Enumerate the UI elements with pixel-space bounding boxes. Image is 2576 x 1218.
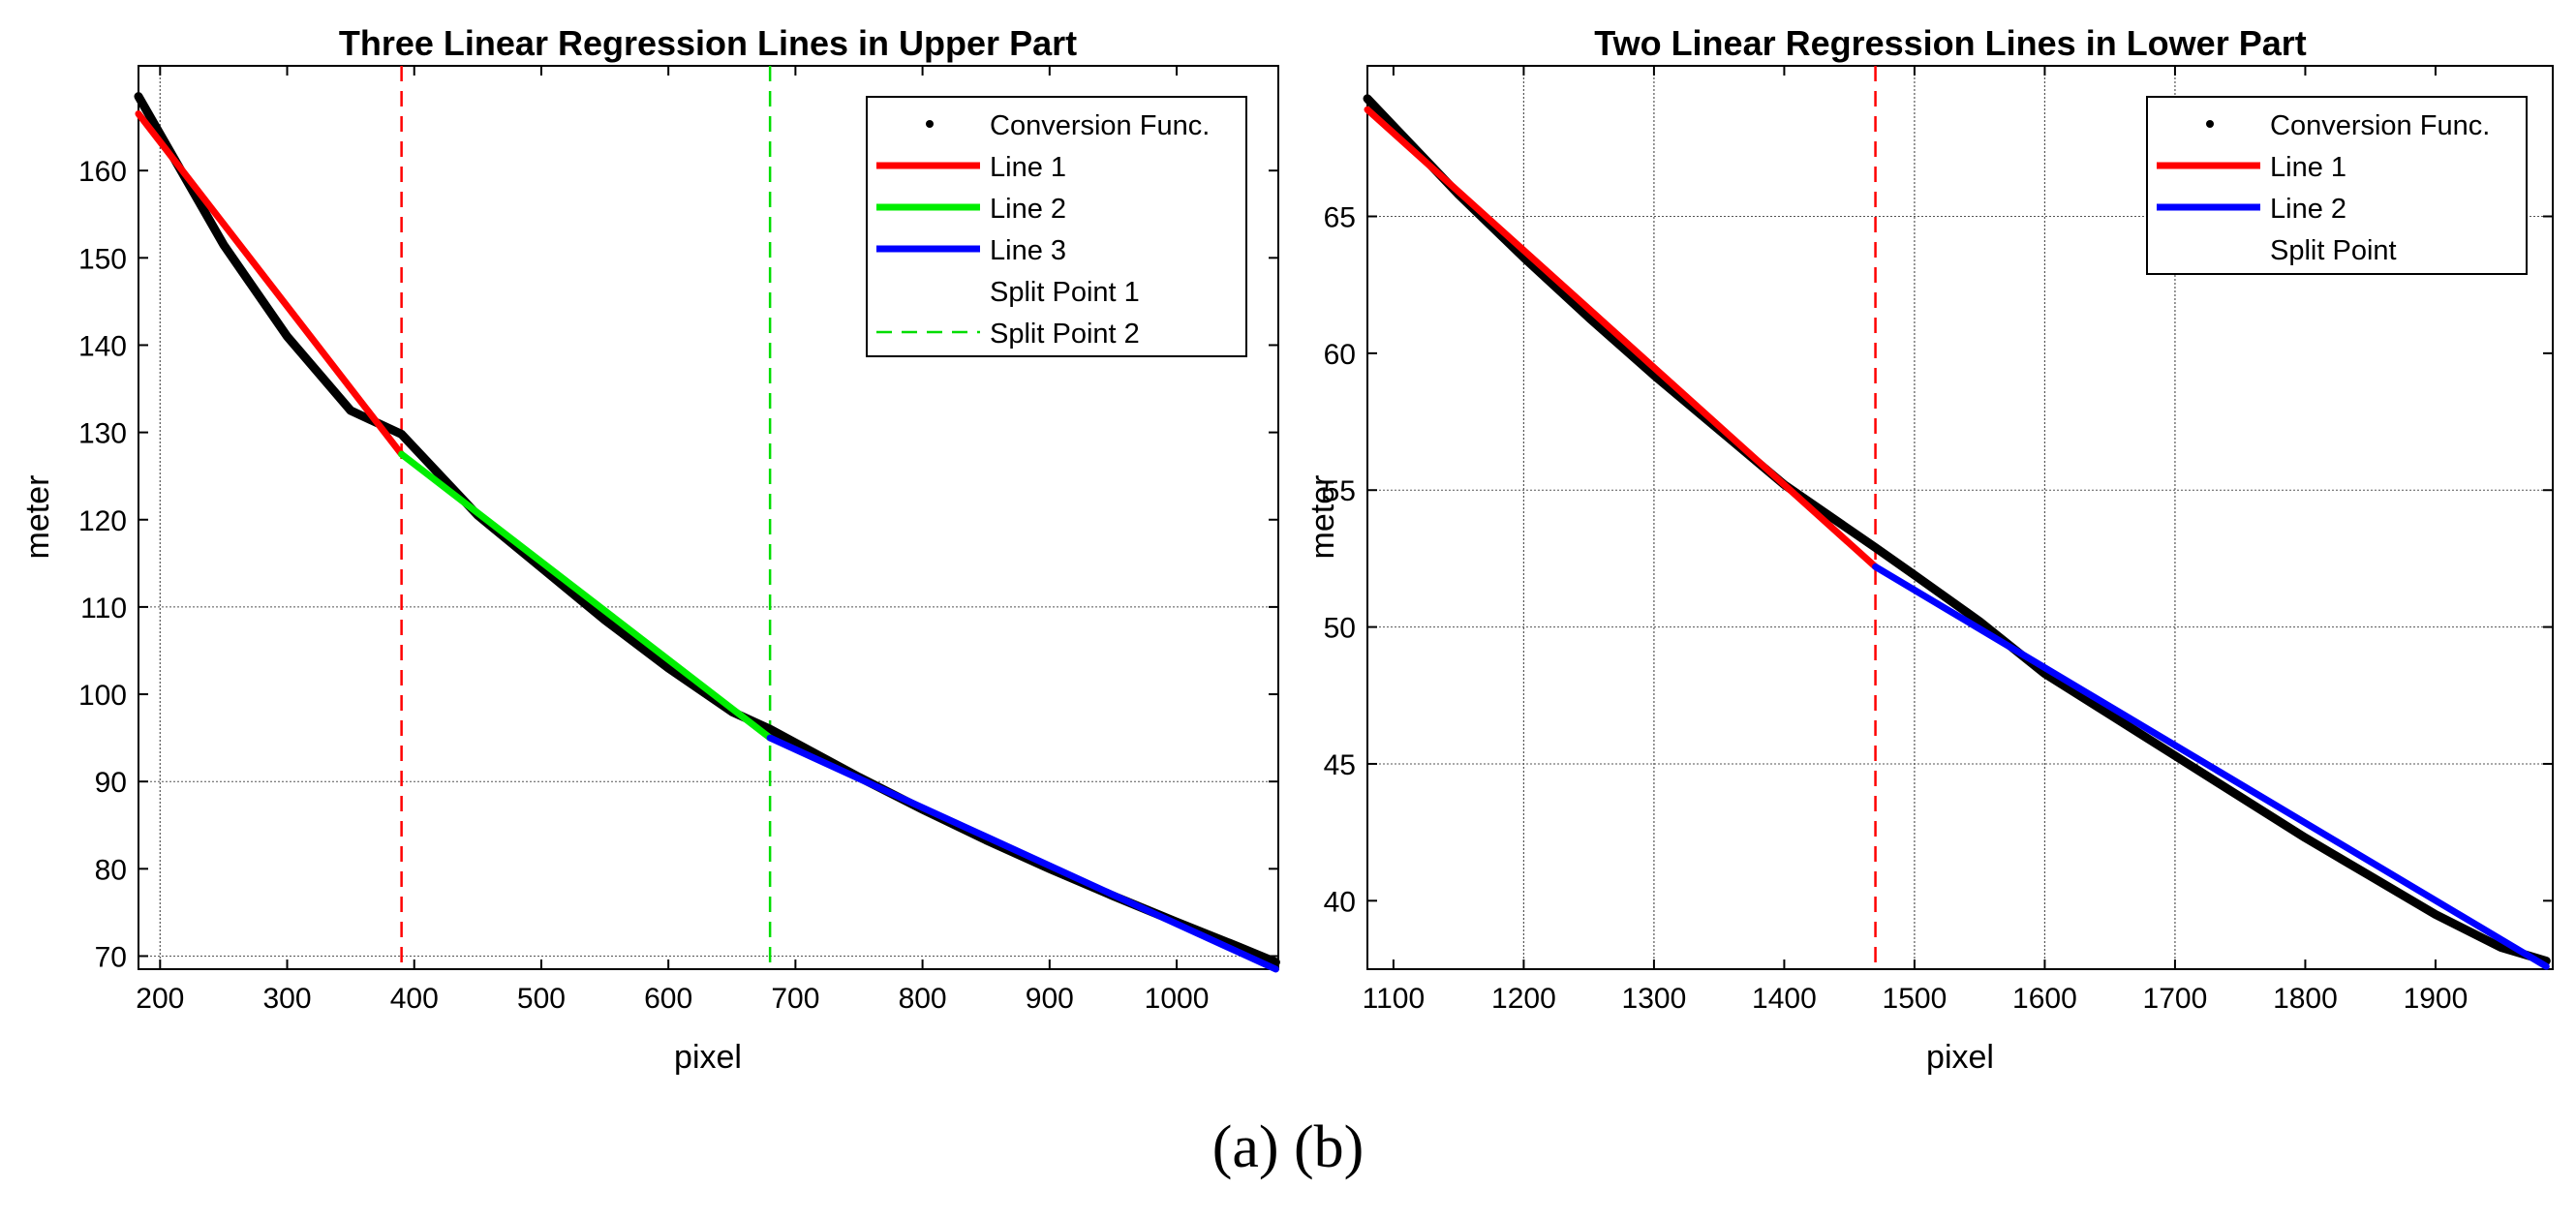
series-conversion-func-b (1363, 94, 2551, 965)
ticks-a: 200 300 400 500 600 700 800 900 1000 70 80 90 100 110… (78, 66, 1278, 1015)
x-tick-label-b: 1200 (1491, 983, 1556, 1015)
legend-label-line2-a: Line 2 (990, 194, 1066, 225)
x-tick-label-b: 1600 (2012, 983, 2077, 1015)
legend-label-line2-b: Line 2 (2270, 194, 2346, 225)
x-tick-label-b: 1800 (2273, 983, 2338, 1015)
legend-marker-conversion-b (2206, 120, 2214, 128)
legend-a: Conversion Func. Line 1 Line 2 Line 3 Sp… (866, 96, 1247, 357)
y-tick-label-b: 65 (1324, 202, 1356, 234)
y-tick-label-b: 45 (1324, 749, 1356, 781)
y-tick-label-a: 70 (95, 941, 127, 973)
x-tick-label-b: 1300 (1622, 983, 1687, 1015)
legend-marker-conversion-a (926, 120, 934, 128)
x-tick-label-a: 1000 (1145, 983, 1210, 1015)
y-tick-label-b: 40 (1324, 886, 1356, 918)
legend-label-conversion-a: Conversion Func. (990, 110, 1210, 141)
series-line-1-b (1364, 106, 1880, 570)
x-tick-label-a: 500 (517, 983, 566, 1015)
y-tick-label-a: 80 (95, 854, 127, 886)
legend-label-split2-a: Split Point 2 (990, 319, 1140, 350)
series-line-3-a (766, 734, 1279, 973)
chart-title-a: Three Linear Regression Lines in Upper P… (339, 23, 1077, 63)
chart-panel-b: 1100 1200 1300 1400 1500 1600 1700 1800 1900 40 45… (1304, 23, 2554, 1076)
y-tick-label-a: 130 (78, 418, 127, 450)
series-line-2-a (398, 450, 774, 742)
series-a (134, 92, 1280, 973)
x-tick-label-a: 900 (1026, 983, 1074, 1015)
legend-label-split-b: Split Point (2270, 235, 2397, 266)
x-tick-label-a: 400 (390, 983, 439, 1015)
x-tick-label-a: 300 (262, 983, 311, 1015)
y-tick-label-b: 55 (1324, 475, 1356, 507)
x-tick-label-a: 200 (136, 983, 184, 1015)
x-axis-label-a: pixel (674, 1039, 742, 1076)
legend-label-line1-b: Line 1 (2270, 152, 2346, 183)
ticks-b: 1100 1200 1300 1400 1500 1600 1700 1800 1900 40 45… (1324, 66, 2553, 1015)
y-tick-label-b: 60 (1324, 339, 1356, 371)
legend-label-line1-a: Line 1 (990, 152, 1066, 183)
x-tick-label-a: 600 (644, 983, 692, 1015)
figure-caption: (a) (b) (1212, 1114, 1365, 1180)
x-axis-label-b: pixel (1926, 1039, 1994, 1076)
legend-label-conversion-b: Conversion Func. (2270, 110, 2490, 141)
legend-b: Conversion Func. Line 1 Line 2 Split Poi… (2146, 96, 2528, 275)
series-line-1-a (135, 110, 406, 458)
x-tick-label-b: 1700 (2143, 983, 2208, 1015)
y-tick-label-a: 160 (78, 156, 127, 188)
y-axis-label-b: meter (1304, 475, 1341, 560)
y-tick-label-a: 110 (80, 593, 127, 624)
legend-label-line3-a: Line 3 (990, 235, 1066, 266)
legend-label-split1-a: Split Point 1 (990, 277, 1140, 308)
grid-b (1367, 66, 2553, 969)
y-tick-label-a: 120 (78, 505, 127, 537)
series-line-2-b (1872, 563, 2550, 970)
y-axis-label-a: meter (19, 475, 56, 560)
x-tick-label-b: 1900 (2404, 983, 2469, 1015)
series-b (1363, 94, 2551, 970)
y-tick-label-a: 100 (78, 680, 127, 712)
x-tick-label-b: 1400 (1752, 983, 1817, 1015)
x-tick-label-b: 1100 (1363, 983, 1426, 1015)
x-tick-label-a: 800 (899, 983, 947, 1015)
y-tick-label-a: 140 (78, 330, 127, 362)
grid-a (138, 66, 1278, 969)
chart-panel-a: 200 300 400 500 600 700 800 900 1000 70 80 90 100 110… (19, 23, 1280, 1076)
legend-box-a (866, 96, 1247, 357)
x-tick-label-b: 1500 (1883, 983, 1947, 1015)
y-tick-label-a: 90 (95, 767, 127, 799)
y-tick-label-a: 150 (78, 243, 127, 275)
x-tick-label-a: 700 (771, 983, 819, 1015)
y-tick-label-b: 50 (1324, 613, 1356, 645)
chart-title-b: Two Linear Regression Lines in Lower Par… (1594, 23, 2307, 63)
